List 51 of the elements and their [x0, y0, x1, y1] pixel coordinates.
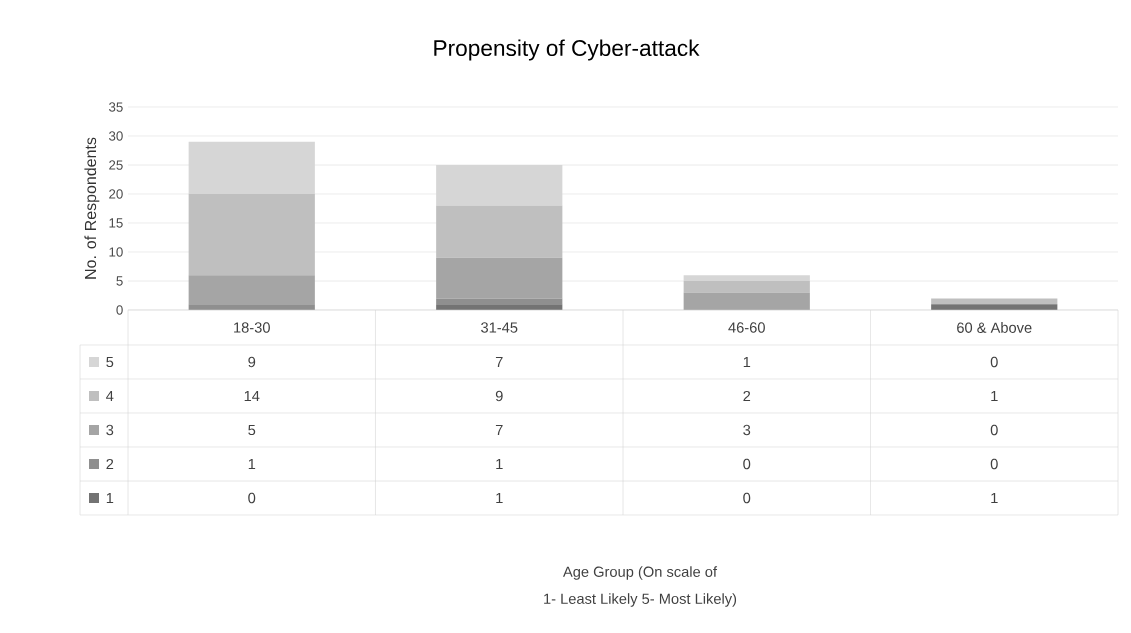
bar — [436, 165, 563, 206]
x-tick-label: 18-30 — [234, 322, 270, 333]
y-tick-label: 25 — [109, 160, 123, 170]
bar — [436, 298, 563, 305]
data-label: 1 — [991, 492, 998, 504]
text: 1- Least Likely 5- Most Likely) — [544, 593, 737, 607]
data-label: 1 — [248, 458, 256, 470]
legend-label: 2 — [106, 458, 114, 470]
bar — [683, 292, 810, 310]
data-label: 1 — [496, 492, 503, 504]
y-tick-label: 20 — [109, 189, 123, 199]
y-tick-label: 35 — [108, 102, 123, 112]
data-label: 7 — [495, 424, 503, 436]
data-label: 0 — [990, 424, 998, 436]
data-label: 0 — [743, 492, 751, 504]
y-tick-label: 5 — [116, 276, 123, 286]
bar — [683, 281, 810, 293]
data-label: 0 — [743, 458, 751, 470]
x-tick-label: 31-45 — [481, 322, 518, 333]
x-tick-label: 46-60 — [728, 322, 765, 333]
data-label: 3 — [743, 424, 751, 436]
legend-label: 4 — [106, 390, 114, 402]
data-label: 0 — [248, 492, 256, 504]
bar — [931, 298, 1058, 305]
data-label: 1 — [743, 356, 751, 368]
y-tick-label: 0 — [116, 305, 123, 315]
legend-label: 1 — [106, 492, 114, 504]
chart-title: Propensity of Cyber-attack — [434, 39, 700, 61]
y-tick-label: 30 — [108, 131, 123, 141]
text: Age Group (On scale of — [562, 566, 718, 580]
data-label: 0 — [990, 458, 998, 470]
data-label: 0 — [990, 356, 998, 368]
y-tick-label: 15 — [109, 218, 123, 228]
legend-label: 3 — [106, 424, 114, 436]
data-label: 9 — [248, 356, 256, 368]
bar — [436, 205, 563, 258]
y-axis-title: No. of Respondents — [84, 137, 100, 279]
data-label: 7 — [495, 356, 503, 368]
y-tick-label: 10 — [109, 247, 123, 257]
data-label: 1 — [496, 458, 503, 470]
bar — [188, 194, 315, 276]
bar — [436, 257, 563, 299]
bar — [188, 141, 315, 194]
data-label: 1 — [991, 390, 998, 402]
data-label: 5 — [248, 424, 256, 436]
data-label: 14 — [244, 390, 260, 402]
x-tick-label: 60 & Above — [957, 322, 1032, 333]
bar — [188, 275, 315, 305]
data-label: 2 — [743, 390, 751, 402]
bar — [683, 275, 810, 281]
data-label: 9 — [495, 390, 503, 402]
